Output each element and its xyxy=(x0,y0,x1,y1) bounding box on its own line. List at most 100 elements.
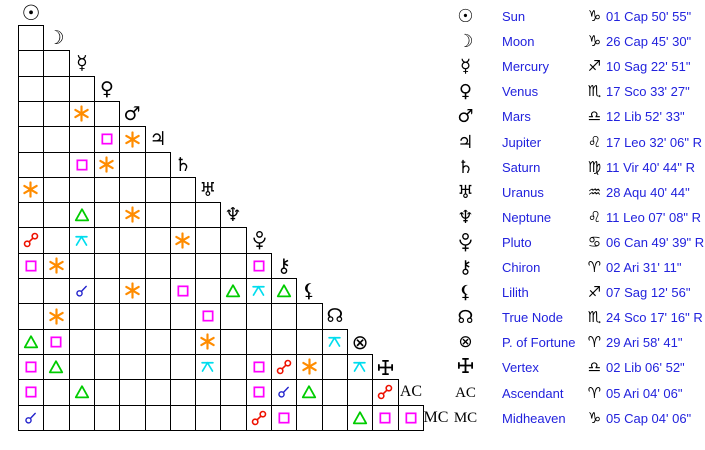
aspect-cell-lilith-chiron xyxy=(271,278,297,304)
quincunx-icon xyxy=(75,235,88,246)
aspect-cell-venus-mercury xyxy=(69,76,95,102)
aspect-cell-mc-jupiter xyxy=(145,405,171,431)
sextile-icon xyxy=(48,257,64,274)
sign-glyph-true-node: ♏ xyxy=(587,308,602,326)
chiron-glyph: ⚷ xyxy=(277,254,291,277)
sign-glyph-mercury: ♐ xyxy=(587,57,602,75)
quincunx-icon xyxy=(328,336,341,347)
planet-name-mars: Mars xyxy=(502,109,531,124)
aspect-cell-true-node-pluto xyxy=(246,303,272,330)
sextile-icon xyxy=(124,282,140,299)
aspect-cell-vertex-mercury xyxy=(69,354,95,380)
conjunction-icon xyxy=(24,412,36,424)
trine-icon xyxy=(352,410,367,424)
position-value-true-node: 24 Sco 17' 16" R xyxy=(606,310,703,325)
aspect-square-mc-ac xyxy=(398,405,423,430)
sextile-icon xyxy=(124,130,140,148)
sign-glyph-sun: ♑ xyxy=(587,7,602,25)
aspect-cell-vertex-true-node xyxy=(322,354,348,380)
aspect-cell-ac-mars xyxy=(119,379,146,406)
aspect-cell-fortune-mars xyxy=(119,329,146,355)
position-value-fortune: 29 Ari 58' 41" xyxy=(606,335,683,350)
aspect-cell-fortune-chiron xyxy=(271,329,297,355)
aspect-cell-true-node-jupiter xyxy=(145,303,171,330)
neptune-table-glyph: ♆ xyxy=(457,207,474,228)
sun-table-glyph: ☉ xyxy=(457,6,474,27)
aspect-cell-moon-sun xyxy=(18,25,44,51)
square-icon xyxy=(24,259,37,272)
venus-glyph: ♀ xyxy=(100,77,114,100)
aspect-cell-lilith-sun xyxy=(18,278,44,304)
aspect-cell-ac-jupiter xyxy=(145,379,171,406)
sign-glyph-moon: ♑ xyxy=(587,32,602,50)
aspect-cell-saturn-sun xyxy=(18,152,44,178)
planet-name-lilith: Lilith xyxy=(502,285,529,300)
aspect-cell-pluto-uranus xyxy=(195,227,221,254)
planet-name-fortune: P. of Fortune xyxy=(502,335,576,350)
trine-icon xyxy=(74,385,89,399)
aspect-cell-pluto-jupiter xyxy=(145,227,171,254)
aspect-cell-mars-venus xyxy=(94,101,120,127)
fortune-table-glyph: ⊗ xyxy=(458,332,473,352)
aspect-cell-pluto-venus xyxy=(94,227,120,254)
position-value-pluto: 06 Can 49' 39" R xyxy=(606,235,705,250)
sign-glyph-mars: ♎ xyxy=(587,107,602,125)
aspect-opposition-vertex-chiron xyxy=(271,354,296,379)
aspect-cell-jupiter-mercury xyxy=(69,126,95,153)
aspect-cell-mc-moon xyxy=(43,405,70,431)
aspect-cell-mc-fortune xyxy=(347,405,373,431)
planet-name-moon: Moon xyxy=(502,34,535,49)
aspect-sextile-true-node-moon xyxy=(43,303,69,329)
aspect-cell-true-node-lilith xyxy=(296,303,323,330)
sign-glyph-saturn: ♍ xyxy=(587,158,602,176)
square-icon xyxy=(379,411,391,424)
aspect-trine-lilith-neptune xyxy=(220,278,246,303)
aspect-square-chiron-sun xyxy=(18,253,43,278)
aspect-sextile-jupiter-mars xyxy=(119,126,145,152)
aspect-cell-neptune-moon xyxy=(43,202,70,228)
aspect-cell-fortune-saturn xyxy=(170,329,196,355)
aspect-cell-chiron-mercury xyxy=(69,253,95,279)
position-value-sun: 01 Cap 50' 55" xyxy=(606,9,692,24)
trine-icon xyxy=(48,359,64,373)
aspect-cell-fortune-pluto xyxy=(246,329,272,355)
aspect-cell-ac-neptune xyxy=(220,379,247,406)
aspect-cell-vertex-neptune xyxy=(220,354,247,380)
true-node-glyph: ☊ xyxy=(326,304,344,327)
aspect-cell-chiron-pluto xyxy=(246,253,272,279)
aspect-trine-neptune-mercury xyxy=(69,202,94,227)
jupiter-glyph: ♃ xyxy=(149,127,167,150)
aspect-conjunction-lilith-mercury xyxy=(69,278,94,303)
aspect-cell-chiron-saturn xyxy=(170,253,196,279)
sign-glyph-venus: ♏ xyxy=(587,82,602,100)
aspect-cell-ac-true-node xyxy=(322,379,348,406)
planet-name-mc: Midheaven xyxy=(502,411,566,426)
aspect-sextile-fortune-uranus xyxy=(195,329,220,354)
aspect-quincunx-vertex-fortune xyxy=(347,354,372,379)
sign-glyph-lilith: ♐ xyxy=(587,283,602,301)
aspect-square-vertex-pluto xyxy=(246,354,271,379)
vertex-icon xyxy=(377,359,393,375)
position-value-chiron: 02 Ari 31' 11" xyxy=(606,260,682,275)
planet-name-neptune: Neptune xyxy=(502,210,552,225)
aspect-square-chiron-pluto xyxy=(246,253,271,278)
moon-table-glyph: ☽ xyxy=(457,31,474,52)
neptune-glyph: ♆ xyxy=(224,203,242,226)
sextile-icon xyxy=(200,333,215,350)
conjunction-icon xyxy=(75,285,87,297)
trine-icon xyxy=(74,207,89,221)
aspect-cell-ac-moon xyxy=(43,379,70,406)
trine-icon xyxy=(276,283,291,297)
aspect-cell-saturn-jupiter xyxy=(145,152,171,178)
fortune-glyph: ⊗ xyxy=(351,330,369,354)
aspect-cell-true-node-sun xyxy=(18,303,44,330)
aspect-sextile-vertex-lilith xyxy=(296,354,322,379)
sign-glyph-fortune: ♈ xyxy=(587,333,602,351)
position-value-jupiter: 17 Leo 32' 06" R xyxy=(606,135,703,150)
aspect-conjunction-mc-sun xyxy=(18,405,43,430)
aspect-cell-mc-chiron xyxy=(271,405,297,431)
square-icon xyxy=(24,386,37,398)
aspect-cell-mc-mercury xyxy=(69,405,95,431)
aspect-trine-lilith-chiron xyxy=(271,278,296,303)
planet-name-ac: Ascendant xyxy=(502,386,564,401)
